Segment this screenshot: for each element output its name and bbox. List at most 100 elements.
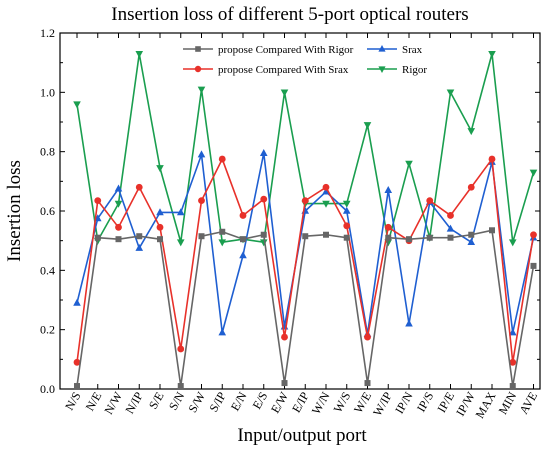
- data-point: [260, 231, 267, 238]
- data-point: [342, 200, 351, 208]
- data-point: [406, 236, 412, 243]
- x-tick-label: S/IP: [206, 389, 229, 414]
- y-tick-label: 1.2: [40, 26, 55, 40]
- data-point: [426, 197, 434, 205]
- data-point: [447, 234, 454, 241]
- data-point: [73, 358, 81, 366]
- data-point: [384, 186, 393, 194]
- data-point: [94, 197, 102, 205]
- data-point: [74, 383, 80, 390]
- x-tick-label: W/N: [309, 389, 333, 416]
- y-tick-label: 1.0: [40, 85, 55, 99]
- y-axis: 0.0 0.2 0.4 0.6 0.8 1.0 1.2: [40, 26, 540, 396]
- legend-label: propose Compared With Rigor: [218, 44, 354, 56]
- data-point: [281, 333, 288, 341]
- data-point: [447, 212, 454, 219]
- data-point: [239, 212, 247, 219]
- x-tick-label: AVE: [516, 390, 540, 417]
- data-point: [364, 380, 371, 387]
- data-point: [260, 195, 268, 203]
- data-point: [259, 148, 268, 156]
- data-point: [135, 243, 144, 251]
- series-line: [76, 229, 535, 387]
- legend-label: Rigor: [402, 64, 427, 76]
- data-point: [115, 236, 122, 243]
- x-tick-label: E/IP: [289, 389, 312, 415]
- y-tick-label: 0.4: [40, 263, 55, 277]
- x-tick-label: E/N: [228, 389, 250, 413]
- x-tick-label: MAX: [472, 389, 498, 421]
- x-tick-label: N/S: [62, 390, 83, 413]
- data-point: [467, 237, 476, 245]
- data-point: [363, 122, 372, 130]
- x-tick-label: W/IP: [370, 389, 395, 418]
- data-point: [218, 328, 227, 336]
- data-point: [73, 101, 81, 109]
- data-point: [73, 298, 81, 306]
- legend-marker: [194, 65, 202, 73]
- series-4: [73, 50, 538, 247]
- data-point: [280, 89, 289, 97]
- data-point: [322, 187, 330, 195]
- data-point: [446, 224, 455, 232]
- series-3: [73, 148, 538, 337]
- data-point: [343, 234, 350, 241]
- data-point: [364, 333, 371, 341]
- data-point: [385, 234, 392, 241]
- data-point: [509, 358, 517, 366]
- data-point: [529, 169, 538, 177]
- y-axis-label: Insertion loss: [4, 160, 25, 262]
- data-point: [488, 50, 496, 58]
- data-point: [219, 228, 226, 235]
- x-tick-label: N/IP: [122, 389, 146, 416]
- data-point: [197, 150, 206, 158]
- x-tick-label: IP/S: [414, 390, 436, 415]
- data-point: [218, 155, 226, 163]
- series-group: [73, 50, 538, 390]
- series-1: [74, 227, 537, 390]
- data-point: [177, 383, 184, 390]
- x-tick-label: S/W: [185, 389, 208, 415]
- y-tick-label: 0.8: [40, 145, 55, 159]
- legend-marker: [378, 66, 386, 73]
- data-point: [508, 328, 517, 336]
- y-tick-label: 0.6: [40, 204, 55, 218]
- data-point: [157, 236, 163, 243]
- data-point: [135, 183, 143, 191]
- legend-marker: [195, 46, 201, 52]
- data-point: [342, 206, 351, 214]
- x-tick-label: E/W: [268, 389, 291, 416]
- data-point: [115, 223, 122, 231]
- legend: propose Compared With Rigor propose Compa…: [183, 44, 427, 76]
- data-point: [509, 383, 516, 390]
- plot-area: [59, 32, 541, 390]
- data-point: [114, 184, 123, 192]
- data-point: [176, 208, 185, 216]
- data-point: [197, 86, 206, 94]
- data-point: [446, 89, 455, 97]
- y-tick-label: 0.0: [40, 382, 55, 396]
- x-tick-label: S/N: [166, 389, 188, 412]
- data-point: [489, 227, 495, 234]
- legend-label: propose Compared With Srax: [218, 64, 349, 76]
- data-point: [426, 234, 433, 241]
- data-point: [530, 262, 537, 269]
- data-point: [301, 197, 309, 205]
- chart-title: Insertion loss of different 5-port optic…: [111, 4, 468, 25]
- data-point: [156, 223, 164, 231]
- plot-frame: [59, 32, 541, 390]
- data-point: [156, 208, 164, 216]
- data-point: [530, 231, 537, 239]
- legend-marker: [378, 45, 386, 52]
- data-point: [156, 165, 164, 173]
- data-point: [322, 183, 330, 191]
- x-tick-label: IP/N: [392, 389, 416, 416]
- series-line: [76, 158, 535, 364]
- legend-item: propose Compared With Srax: [183, 64, 349, 76]
- data-point: [323, 231, 329, 238]
- data-point: [467, 183, 475, 191]
- x-tick-label: MIN: [496, 389, 520, 416]
- data-point: [198, 233, 205, 240]
- legend-item: propose Compared With Rigor: [183, 44, 354, 56]
